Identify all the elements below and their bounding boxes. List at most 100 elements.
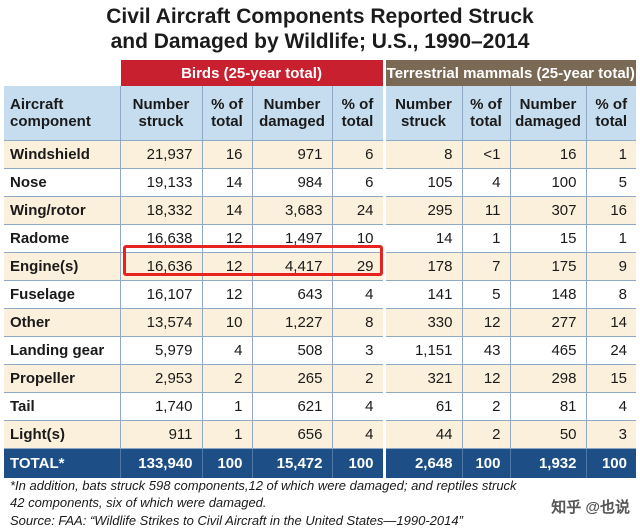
row-component-name: Engine(s) bbox=[4, 252, 120, 281]
header-mammals-number-struck: Number struck bbox=[382, 86, 462, 141]
cell-birds-pct-struck: 12 bbox=[201, 280, 252, 309]
row-component-name: Radome bbox=[4, 224, 120, 253]
cell-mammals-number-damaged: 277 bbox=[509, 308, 586, 337]
cell-birds-pct-struck: 1 bbox=[201, 420, 252, 449]
cell-birds-pct-struck: 1 bbox=[201, 392, 252, 421]
cell-mammals-number-damaged: 148 bbox=[509, 280, 586, 309]
cell-birds-number-damaged: 1,227 bbox=[251, 308, 332, 337]
cell-mammals-number-struck: 321 bbox=[382, 364, 462, 393]
cell-mammals-number-struck: 141 bbox=[382, 280, 462, 309]
cell-mammals-pct-damaged: 16 bbox=[585, 196, 636, 225]
cell-mammals-pct-struck: 5 bbox=[461, 280, 510, 309]
row-component-name: Wing/rotor bbox=[4, 196, 120, 225]
watermark: 知乎 @也说 bbox=[551, 499, 630, 516]
cell-mammals-number-struck: 1,151 bbox=[382, 336, 462, 365]
cell-mammals-pct-damaged: 24 bbox=[585, 336, 636, 365]
cell-birds-number-struck: 1,740 bbox=[119, 392, 202, 421]
cell-birds-number-damaged: 265 bbox=[251, 364, 332, 393]
footnote-line-1: *In addition, bats struck 598 components… bbox=[10, 478, 517, 493]
total-birds-pct-struck: 100 bbox=[201, 448, 252, 478]
cell-mammals-pct-struck: 12 bbox=[461, 364, 510, 393]
total-row: TOTAL* 133,940 100 15,472 100 2,648 100 1,932 10… bbox=[4, 448, 636, 478]
table-row: Tail 1,740 1 621 4 61 2 81 4 bbox=[4, 392, 636, 421]
table-row: Nose 19,133 14 984 6 105 4 100 5 bbox=[4, 168, 636, 197]
cell-birds-number-damaged: 508 bbox=[251, 336, 332, 365]
source-note: Source: FAA: “Wildlife Strikes to Civil … bbox=[10, 513, 463, 528]
cell-mammals-number-damaged: 298 bbox=[509, 364, 586, 393]
cell-birds-pct-struck: 14 bbox=[201, 196, 252, 225]
cell-mammals-pct-damaged: 1 bbox=[585, 224, 636, 253]
table-row: Landing gear 5,979 4 508 3 1,151 43 465 24 bbox=[4, 336, 636, 365]
header-birds-pct-struck: % of total bbox=[201, 86, 252, 141]
cell-birds-pct-damaged: 24 bbox=[331, 196, 384, 225]
cell-birds-number-struck: 13,574 bbox=[119, 308, 202, 337]
cell-mammals-pct-struck: 2 bbox=[461, 392, 510, 421]
cell-mammals-pct-struck: 7 bbox=[461, 252, 510, 281]
cell-mammals-pct-damaged: 9 bbox=[585, 252, 636, 281]
cell-mammals-number-struck: 105 bbox=[382, 168, 462, 197]
cell-mammals-pct-struck: 1 bbox=[461, 224, 510, 253]
cell-birds-number-struck: 2,953 bbox=[119, 364, 202, 393]
header-birds-number-struck: Number struck bbox=[119, 86, 202, 141]
cell-birds-pct-damaged: 8 bbox=[331, 308, 384, 337]
row-component-name: Windshield bbox=[4, 140, 120, 169]
cell-birds-number-struck: 21,937 bbox=[119, 140, 202, 169]
total-birds-number-struck: 133,940 bbox=[119, 448, 202, 478]
header-mammals-pct-struck: % of total bbox=[461, 86, 510, 141]
cell-mammals-pct-struck: 43 bbox=[461, 336, 510, 365]
cell-birds-pct-damaged: 4 bbox=[331, 420, 384, 449]
column-header-row: Aircraft component Number struck % of total… bbox=[4, 86, 636, 141]
total-mammals-number-struck: 2,648 bbox=[382, 448, 462, 478]
group-blank bbox=[4, 60, 120, 86]
row-component-name: Nose bbox=[4, 168, 120, 197]
title-line-2: and Damaged by Wildlife; U.S., 1990–2014 bbox=[110, 30, 530, 53]
total-label: TOTAL* bbox=[4, 448, 120, 478]
cell-mammals-number-damaged: 50 bbox=[509, 420, 586, 449]
cell-birds-pct-damaged: 4 bbox=[331, 392, 384, 421]
cell-mammals-pct-damaged: 5 bbox=[585, 168, 636, 197]
cell-birds-pct-damaged: 3 bbox=[331, 336, 384, 365]
cell-birds-pct-struck: 10 bbox=[201, 308, 252, 337]
cell-mammals-pct-damaged: 15 bbox=[585, 364, 636, 393]
cell-birds-number-damaged: 621 bbox=[251, 392, 332, 421]
table-row: Windshield 21,937 16 971 6 8 <1 16 1 bbox=[4, 140, 636, 169]
row-component-name: Fuselage bbox=[4, 280, 120, 309]
cell-birds-number-struck: 5,979 bbox=[119, 336, 202, 365]
cell-mammals-number-struck: 8 bbox=[382, 140, 462, 169]
table-row: Fuselage 16,107 12 643 4 141 5 148 8 bbox=[4, 280, 636, 309]
cell-birds-number-damaged: 971 bbox=[251, 140, 332, 169]
cell-mammals-number-damaged: 100 bbox=[509, 168, 586, 197]
row-component-name: Light(s) bbox=[4, 420, 120, 449]
header-birds-pct-damaged: % of total bbox=[331, 86, 384, 141]
cell-birds-pct-damaged: 6 bbox=[331, 140, 384, 169]
cell-birds-pct-struck: 16 bbox=[201, 140, 252, 169]
header-component: Aircraft component bbox=[4, 86, 120, 141]
cell-mammals-pct-damaged: 14 bbox=[585, 308, 636, 337]
total-birds-pct-damaged: 100 bbox=[331, 448, 384, 478]
cell-birds-number-struck: 19,133 bbox=[119, 168, 202, 197]
table-row: Propeller 2,953 2 265 2 321 12 298 15 bbox=[4, 364, 636, 393]
header-mammals-number-damaged: Number damaged bbox=[509, 86, 586, 141]
cell-mammals-pct-struck: <1 bbox=[461, 140, 510, 169]
row-component-name: Landing gear bbox=[4, 336, 120, 365]
cell-mammals-number-struck: 44 bbox=[382, 420, 462, 449]
cell-mammals-pct-struck: 2 bbox=[461, 420, 510, 449]
total-birds-number-damaged: 15,472 bbox=[251, 448, 332, 478]
cell-birds-pct-struck: 2 bbox=[201, 364, 252, 393]
cell-mammals-number-damaged: 15 bbox=[509, 224, 586, 253]
cell-birds-number-struck: 911 bbox=[119, 420, 202, 449]
header-birds-number-damaged: Number damaged bbox=[251, 86, 332, 141]
cell-mammals-number-struck: 14 bbox=[382, 224, 462, 253]
total-mammals-pct-damaged: 100 bbox=[585, 448, 636, 478]
engine-row-highlight-box bbox=[123, 245, 383, 276]
total-mammals-number-damaged: 1,932 bbox=[509, 448, 586, 478]
cell-mammals-number-damaged: 465 bbox=[509, 336, 586, 365]
cell-mammals-number-damaged: 81 bbox=[509, 392, 586, 421]
cell-birds-pct-struck: 14 bbox=[201, 168, 252, 197]
cell-mammals-pct-struck: 12 bbox=[461, 308, 510, 337]
footnote-line-2: 42 components, six of which were damaged… bbox=[10, 495, 267, 510]
group-birds: Birds (25-year total) bbox=[119, 60, 384, 86]
group-mammals: Terrestrial mammals (25-year total) bbox=[382, 60, 636, 86]
cell-birds-number-damaged: 656 bbox=[251, 420, 332, 449]
cell-birds-pct-damaged: 4 bbox=[331, 280, 384, 309]
